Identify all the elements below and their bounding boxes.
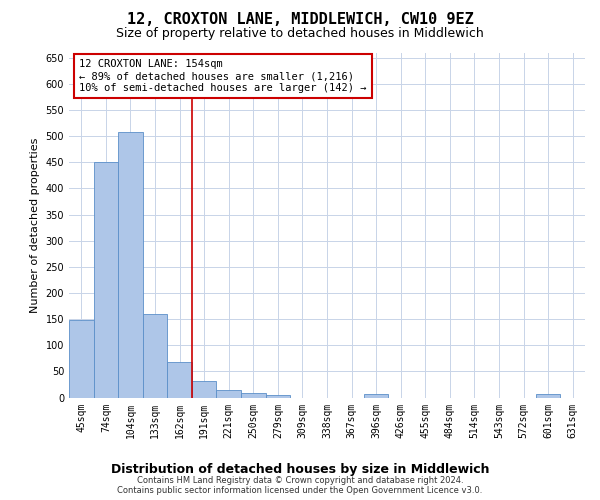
- Bar: [167, 362, 192, 398]
- Text: 12, CROXTON LANE, MIDDLEWICH, CW10 9EZ: 12, CROXTON LANE, MIDDLEWICH, CW10 9EZ: [127, 12, 473, 28]
- Bar: [217, 390, 241, 398]
- Text: Distribution of detached houses by size in Middlewich: Distribution of detached houses by size …: [111, 462, 489, 475]
- Text: 12 CROXTON LANE: 154sqm
← 89% of detached houses are smaller (1,216)
10% of semi: 12 CROXTON LANE: 154sqm ← 89% of detache…: [79, 60, 367, 92]
- Bar: [266, 396, 290, 398]
- Y-axis label: Number of detached properties: Number of detached properties: [30, 138, 40, 312]
- Bar: [364, 394, 388, 398]
- Bar: [143, 314, 167, 398]
- Text: Contains HM Land Registry data © Crown copyright and database right 2024.
Contai: Contains HM Land Registry data © Crown c…: [118, 476, 482, 495]
- Bar: [192, 382, 217, 398]
- Text: Size of property relative to detached houses in Middlewich: Size of property relative to detached ho…: [116, 28, 484, 40]
- Bar: [69, 320, 94, 398]
- Bar: [536, 394, 560, 398]
- Bar: [241, 393, 266, 398]
- Bar: [118, 132, 143, 398]
- Bar: [94, 162, 118, 398]
